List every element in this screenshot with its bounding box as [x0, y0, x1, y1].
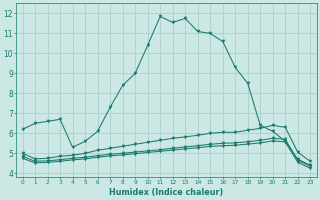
X-axis label: Humidex (Indice chaleur): Humidex (Indice chaleur) — [109, 188, 224, 197]
